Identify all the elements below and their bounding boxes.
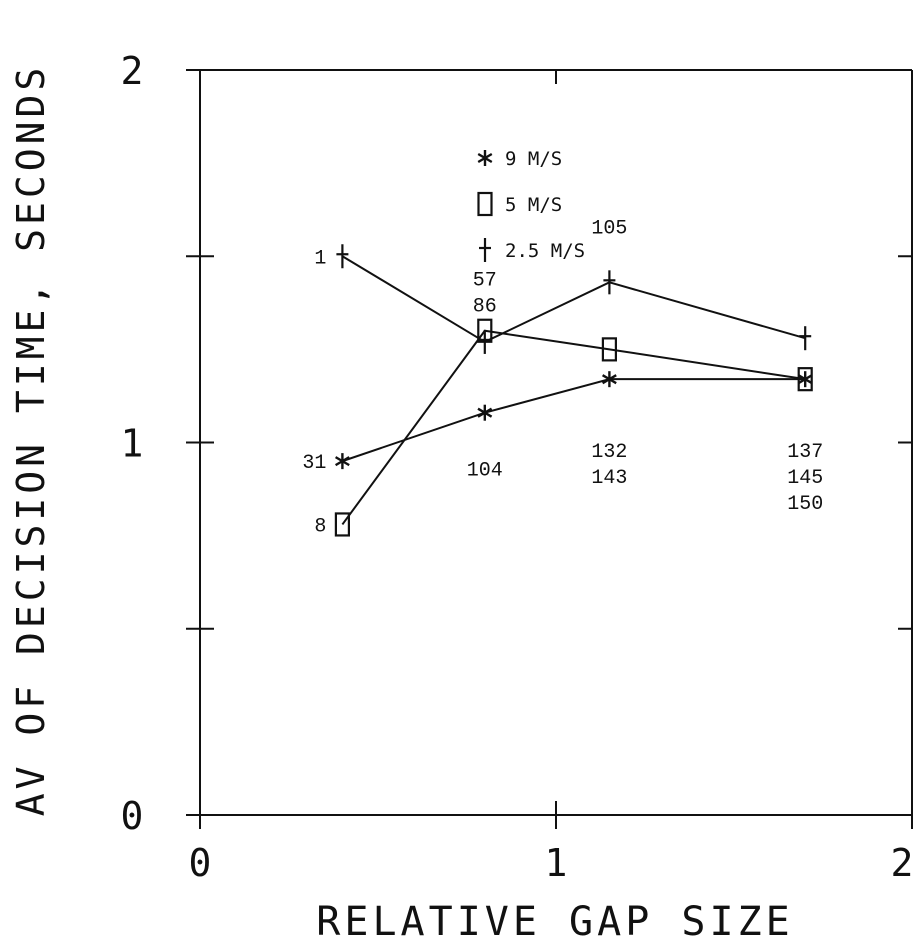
series-line-2 [341, 329, 806, 526]
point-annotation: 8 [314, 515, 326, 538]
point-annotation: 132 [591, 441, 627, 464]
y-tick-label: 2 [121, 49, 144, 93]
legend: 9 M/S 5 M/S 2.5 M/S [477, 148, 585, 262]
point-annotation: 57 [473, 270, 497, 293]
y-tick-label: 0 [121, 794, 144, 838]
axis-ticks [186, 69, 913, 829]
data-point-square [797, 367, 813, 392]
asterisk-stroke [797, 374, 813, 385]
asterisk-stroke [477, 407, 493, 418]
data-point-asterisk [797, 371, 813, 388]
series-line-3 [341, 255, 806, 344]
point-annotation: 86 [473, 296, 497, 319]
legend-label: 5 M/S [505, 194, 562, 216]
series-markers [334, 244, 813, 537]
x-tick-label: 1 [545, 841, 568, 885]
asterisk-stroke [601, 374, 617, 385]
data-point-plus [336, 244, 349, 269]
legend-label: 2.5 M/S [505, 240, 585, 262]
x-tick-label: 0 [189, 841, 212, 885]
legend-marker-asterisk [477, 150, 493, 166]
asterisk-stroke [477, 152, 493, 164]
data-point-plus [603, 270, 616, 295]
data-point-plus [478, 329, 491, 354]
point-annotation: 105 [591, 217, 627, 240]
series-lines [341, 255, 806, 526]
legend-marker-square [477, 191, 493, 217]
point-annotation: 150 [787, 493, 823, 516]
point-annotations: 1 31 8 57 86 104 105 132 143 137 145 150 [302, 217, 823, 538]
data-point-square [334, 512, 350, 537]
point-annotation: 145 [787, 467, 823, 490]
y-tick-label: 1 [121, 422, 144, 466]
legend-marker-plus [479, 238, 491, 262]
square-outline [601, 337, 618, 362]
x-tick-label: 2 [891, 841, 914, 885]
square-outline [797, 367, 813, 392]
legend-label: 9 M/S [505, 148, 562, 170]
point-annotation: 31 [302, 452, 326, 475]
tick-labels: 0 1 2 0 1 2 [121, 49, 914, 885]
y-axis-title: AV OF DECISION TIME, SECONDS [9, 64, 53, 817]
data-point-square [601, 337, 618, 362]
point-annotation: 1 [314, 247, 326, 270]
square-outline [334, 512, 350, 537]
point-annotation: 137 [787, 441, 823, 464]
square-outline [477, 191, 493, 217]
point-annotation: 143 [591, 467, 627, 490]
x-axis-title: RELATIVE GAP SIZE [316, 899, 793, 945]
point-annotation: 104 [467, 460, 503, 483]
series-line-1 [342, 378, 806, 463]
data-point-asterisk [477, 404, 493, 421]
data-point-asterisk [334, 453, 350, 470]
data-point-plus [799, 326, 812, 351]
asterisk-stroke [334, 456, 350, 467]
data-point-asterisk [601, 371, 617, 388]
